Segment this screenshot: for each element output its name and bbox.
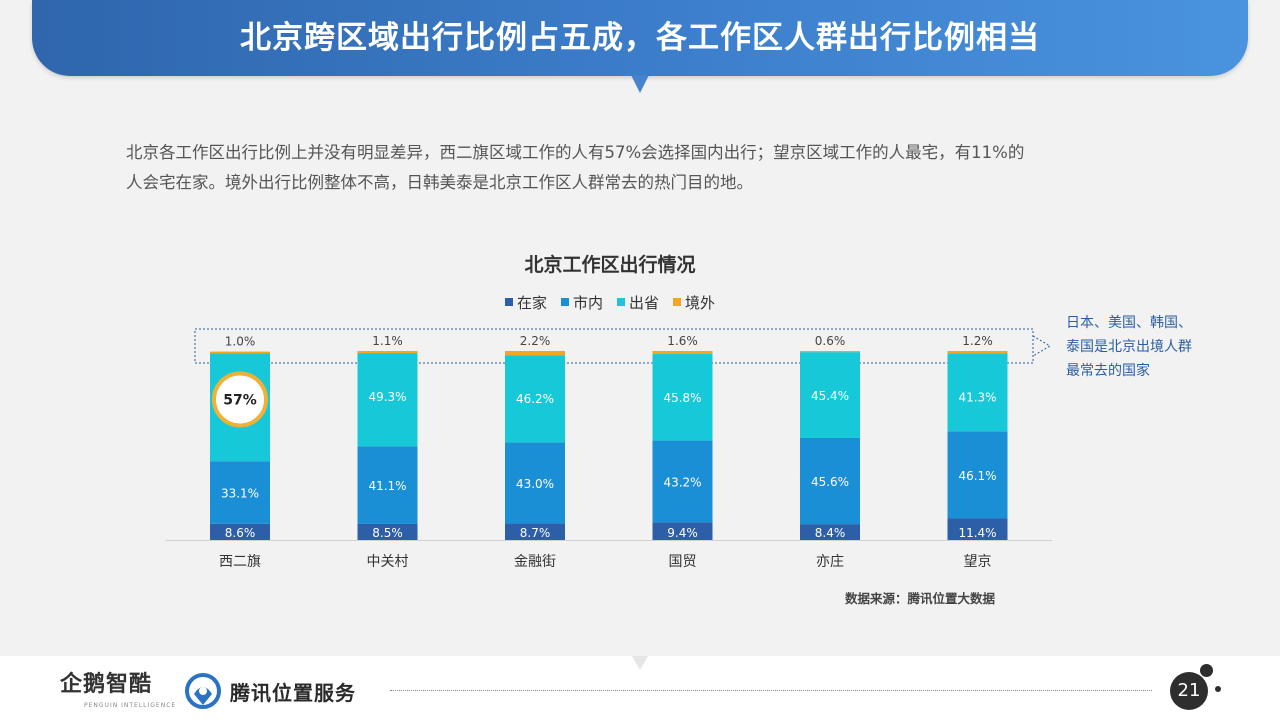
data-source: 数据来源：腾讯位置大数据 [845, 591, 996, 606]
label-city-2: 43.0% [516, 477, 554, 491]
label-province-0: 57% [223, 392, 257, 408]
highlight-ring [212, 371, 268, 428]
tencent-location-icon [185, 673, 221, 709]
legend-item-province: 出省 [617, 291, 659, 313]
label-city-0: 33.1% [221, 486, 259, 500]
header-notch [631, 75, 649, 93]
label-city-5: 46.1% [958, 469, 996, 483]
label-province-4: 45.4% [811, 389, 849, 403]
label-home-4: 8.4% [815, 526, 846, 540]
label-province-2: 46.2% [516, 392, 554, 406]
label-home-3: 9.4% [667, 526, 698, 540]
annotation-line-1: 日本、美国、韩国、 [1066, 315, 1192, 331]
bar-province-1 [357, 353, 418, 447]
category-label-1: 中关村 [367, 554, 409, 570]
footer-divider [390, 690, 1152, 691]
bar-province-3 [652, 354, 713, 441]
category-label-2: 金融街 [514, 554, 556, 570]
decor-dot-large [1200, 664, 1213, 677]
intro-line-2: 人会宅在家。境外出行比例整体不高，日韩美泰是北京工作区人群常去的热门目的地。 [126, 173, 753, 192]
abroad-callout-box [194, 328, 1034, 364]
bar-home-0 [210, 523, 270, 540]
bar-city-3 [652, 440, 713, 523]
annotation-callout: 日本、美国、韩国、 泰国是北京出境人群 最常去的国家 [1066, 311, 1236, 383]
label-abroad-2: 2.2% [520, 334, 551, 348]
intro-line-1: 北京各工作区出行比例上并没有明显差异，西二旗区域工作的人有57%会选择国内出行；… [126, 143, 1025, 162]
label-abroad-1: 1.1% [372, 334, 403, 348]
category-label-5: 望京 [964, 554, 992, 570]
annotation-line-3: 最常去的国家 [1066, 363, 1150, 379]
legend-swatch-home [504, 298, 513, 306]
legend-item-city: 市内 [560, 291, 603, 313]
category-label-0: 西二旗 [219, 554, 261, 570]
bar-city-5 [947, 431, 1008, 519]
label-province-5: 41.3% [958, 390, 996, 404]
label-abroad-4: 0.6% [815, 334, 846, 348]
tencent-location-logo: 腾讯位置服务 [230, 681, 356, 705]
page-number: 21 [1170, 672, 1208, 710]
legend-label-city: 市内 [572, 293, 603, 312]
bar-province-5 [947, 353, 1008, 432]
bar-abroad-3 [652, 351, 713, 355]
bar-home-5 [947, 518, 1008, 540]
bar-abroad-5 [947, 351, 1008, 354]
legend-swatch-city [560, 298, 569, 306]
legend-swatch-province [617, 298, 625, 306]
legend-label-home: 在家 [516, 293, 547, 312]
label-home-2: 8.7% [520, 526, 551, 540]
bar-city-4 [800, 437, 860, 525]
bar-abroad-1 [357, 351, 418, 354]
legend-swatch-abroad [673, 298, 682, 306]
label-city-3: 43.2% [663, 475, 701, 489]
bar-city-0 [210, 461, 270, 524]
header-banner: 北京跨区域出行比例占五成，各工作区人群出行比例相当 [32, 0, 1248, 76]
bar-abroad-2 [505, 351, 565, 356]
label-city-4: 45.6% [811, 475, 849, 489]
category-label-4: 亦庄 [816, 553, 844, 570]
abroad-callout-pointer [1032, 335, 1051, 357]
bar-abroad-4 [800, 351, 860, 353]
legend-item-abroad: 境外 [673, 291, 715, 313]
label-abroad-3: 1.6% [667, 334, 698, 348]
bar-city-2 [505, 442, 565, 524]
label-abroad-0: 1.0% [225, 335, 256, 349]
label-home-1: 8.5% [372, 526, 403, 540]
label-province-3: 45.8% [663, 391, 701, 405]
bar-home-1 [357, 523, 418, 540]
bar-home-3 [652, 522, 713, 540]
bar-abroad-0 [210, 351, 270, 354]
legend-label-abroad: 境外 [685, 293, 716, 312]
bar-home-2 [505, 523, 565, 540]
page-title: 北京跨区域出行比例占五成，各工作区人群出行比例相当 [240, 20, 1040, 56]
bar-home-4 [800, 524, 860, 540]
bar-city-1 [357, 446, 418, 524]
intro-paragraph: 北京各工作区出行比例上并没有明显差异，西二旗区域工作的人有57%会选择国内出行；… [126, 138, 1186, 198]
label-city-1: 41.1% [368, 479, 406, 493]
label-home-0: 8.6% [225, 526, 256, 540]
label-home-5: 11.4% [958, 526, 996, 540]
bar-province-4 [800, 352, 860, 438]
category-label-3: 国贸 [669, 554, 697, 570]
penguin-intelligence-logo: 企鹅智酷 [60, 672, 153, 697]
bar-province-2 [505, 355, 565, 443]
legend-item-home: 在家 [504, 291, 547, 313]
decor-dot-small [1215, 686, 1221, 692]
footer-notch [632, 656, 648, 670]
penguin-intelligence-subtitle: PENGUIN INTELLIGENCE [84, 702, 177, 709]
chart-legend: 在家 市内 出省 境外 [440, 291, 780, 313]
legend-label-province: 出省 [629, 293, 660, 312]
annotation-line-2: 泰国是北京出境人群 [1066, 339, 1192, 355]
label-abroad-5: 1.2% [962, 334, 993, 348]
label-province-1: 49.3% [368, 390, 406, 404]
chart-title: 北京工作区出行情况 [524, 254, 696, 276]
